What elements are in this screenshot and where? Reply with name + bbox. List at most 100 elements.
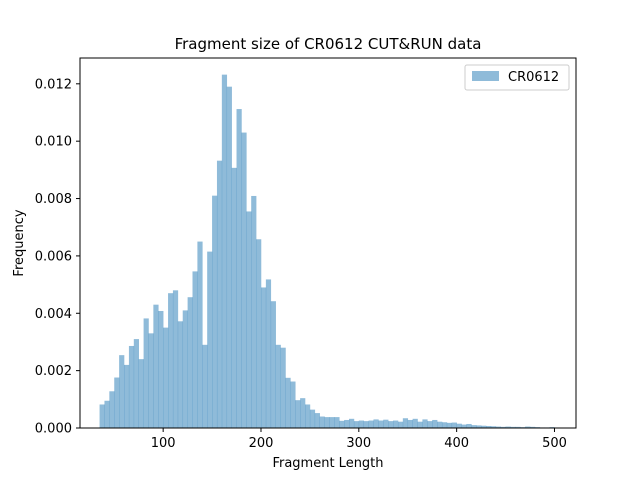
histogram-bar bbox=[168, 293, 174, 428]
y-tick-label: 0.006 bbox=[35, 249, 72, 264]
histogram-bar bbox=[226, 86, 232, 429]
histogram-bar bbox=[260, 287, 267, 428]
legend-swatch bbox=[472, 71, 499, 81]
histogram-bar bbox=[221, 74, 228, 428]
y-tick-label: 0.004 bbox=[35, 307, 72, 322]
histogram-bar bbox=[407, 419, 413, 428]
histogram-bar bbox=[324, 417, 330, 428]
x-axis-ticks: 100 200 300 400 500 bbox=[151, 428, 567, 451]
histogram-bar bbox=[285, 377, 291, 428]
x-tick-label: 100 bbox=[151, 436, 176, 451]
histogram-bar bbox=[451, 422, 457, 428]
histogram-bar bbox=[251, 195, 257, 428]
histogram-bar bbox=[236, 109, 242, 429]
x-tick-label: 400 bbox=[444, 436, 469, 451]
histogram-bar bbox=[207, 251, 213, 428]
histogram-bar bbox=[510, 426, 516, 428]
histogram-bar bbox=[456, 423, 462, 428]
y-tick-label: 0.012 bbox=[35, 77, 72, 92]
histogram-bar bbox=[319, 416, 325, 428]
histogram-bar bbox=[339, 420, 345, 428]
histogram-bar bbox=[197, 241, 203, 428]
y-tick-label: 0.010 bbox=[35, 135, 72, 150]
histogram-bar bbox=[270, 301, 276, 428]
histogram-bar bbox=[530, 426, 536, 428]
histogram-bar bbox=[353, 421, 360, 428]
histogram-bar bbox=[471, 425, 477, 428]
histogram-bar bbox=[422, 419, 428, 428]
histogram-bar bbox=[212, 195, 218, 428]
histogram-bar bbox=[383, 419, 389, 428]
histogram-bar bbox=[441, 422, 448, 428]
histogram-bar bbox=[495, 426, 501, 428]
histogram-bar bbox=[216, 160, 223, 428]
histogram-bar bbox=[109, 391, 115, 428]
y-axis-label: Frequency bbox=[12, 209, 27, 276]
histogram-bar bbox=[500, 426, 506, 428]
histogram-bar bbox=[349, 418, 355, 428]
histogram-bar bbox=[290, 381, 296, 428]
histogram-bar bbox=[314, 413, 320, 428]
histogram-bar bbox=[486, 425, 492, 428]
histogram-bar bbox=[133, 339, 139, 428]
x-tick-label: 300 bbox=[346, 436, 371, 451]
histogram-bar bbox=[158, 310, 164, 428]
histogram-bar bbox=[246, 211, 252, 428]
histogram-bar bbox=[295, 400, 301, 428]
histogram-bars bbox=[99, 74, 555, 429]
histogram-bar bbox=[153, 304, 159, 428]
histogram-bar bbox=[300, 398, 306, 428]
histogram-bar bbox=[388, 421, 394, 428]
histogram-bar bbox=[143, 318, 149, 428]
y-tick-label: 0.000 bbox=[35, 422, 72, 437]
x-tick-label: 500 bbox=[542, 436, 567, 451]
histogram-bar bbox=[309, 409, 316, 428]
histogram-bar bbox=[334, 417, 340, 428]
y-tick-label: 0.002 bbox=[35, 364, 72, 379]
histogram-bar bbox=[368, 420, 374, 428]
histogram-bar bbox=[417, 421, 423, 428]
legend-label: CR0612 bbox=[508, 70, 559, 85]
histogram-bar bbox=[124, 364, 130, 428]
histogram-bar bbox=[99, 404, 105, 428]
histogram-bar bbox=[187, 297, 193, 428]
histogram-bar bbox=[461, 424, 467, 428]
histogram-bar bbox=[363, 421, 369, 428]
histogram-bar bbox=[128, 345, 135, 428]
histogram-bar bbox=[505, 426, 511, 428]
histogram-bar bbox=[241, 132, 247, 428]
chart-title: Fragment size of CR0612 CUT&RUN data bbox=[175, 35, 482, 53]
histogram-bar bbox=[177, 321, 184, 428]
histogram-bar bbox=[104, 400, 110, 428]
histogram-bar bbox=[329, 417, 335, 428]
histogram-bar bbox=[114, 377, 120, 428]
histogram-bar bbox=[437, 421, 443, 428]
histogram-bar bbox=[138, 359, 144, 428]
x-axis-label: Fragment Length bbox=[272, 456, 383, 471]
histogram-bar bbox=[148, 333, 154, 428]
histogram-bar bbox=[432, 419, 438, 428]
x-tick-label: 200 bbox=[249, 436, 274, 451]
axes-frame bbox=[79, 57, 577, 429]
histogram-bar bbox=[525, 426, 531, 428]
histogram-bar bbox=[202, 344, 208, 428]
histogram-bar bbox=[490, 426, 497, 428]
legend: CR0612 bbox=[464, 64, 570, 91]
histogram-bar bbox=[373, 419, 379, 428]
histogram-bar bbox=[476, 425, 482, 428]
histogram-bar bbox=[412, 418, 418, 428]
histogram-bar bbox=[344, 419, 350, 428]
histogram-bar bbox=[192, 271, 198, 428]
histogram-bar bbox=[466, 423, 472, 428]
histogram-bar bbox=[275, 344, 281, 428]
y-axis-ticks: 0.000 0.002 0.004 0.006 0.008 0.010 0.012 bbox=[35, 77, 80, 437]
histogram-bar bbox=[446, 422, 453, 428]
histogram-bar bbox=[280, 347, 286, 428]
histogram-bar bbox=[402, 418, 409, 428]
y-tick-label: 0.008 bbox=[35, 192, 72, 207]
histogram-bar bbox=[393, 420, 399, 428]
histogram-bar bbox=[397, 421, 404, 428]
histogram-bar bbox=[515, 426, 521, 428]
histogram-bar bbox=[119, 355, 125, 428]
